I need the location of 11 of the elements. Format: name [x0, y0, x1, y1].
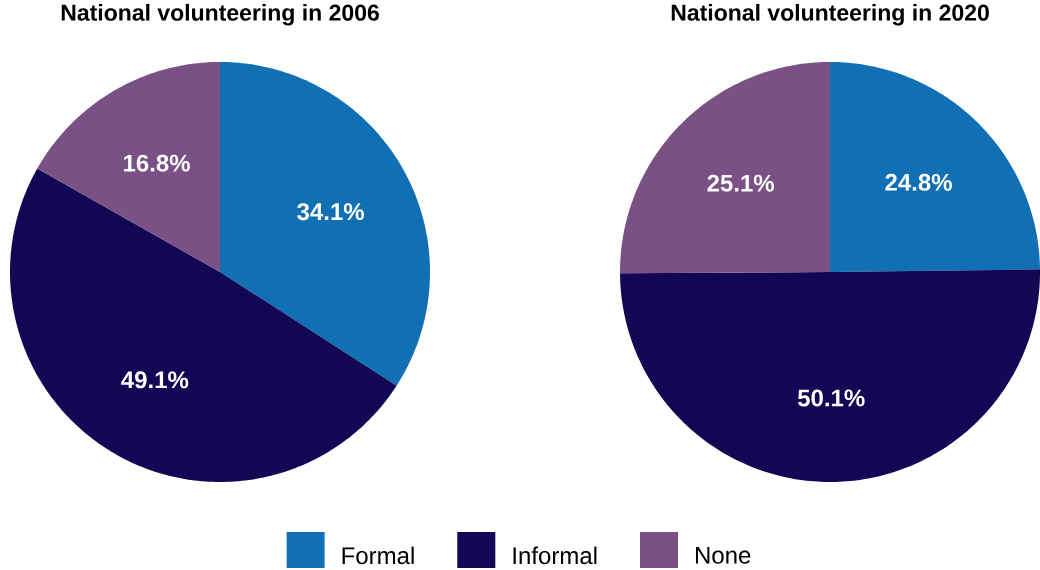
legend-label: None — [695, 546, 751, 564]
data-label: 34.1% — [297, 203, 364, 221]
legend-label: Formal — [342, 546, 414, 565]
chart-title: National volunteering in 2006 — [61, 3, 379, 26]
data-label: 24.8% — [885, 173, 952, 191]
data-label: 49.1% — [121, 371, 189, 389]
legend-label: Informal — [513, 546, 597, 565]
data-label: 16.8% — [124, 154, 190, 172]
data-label: 50.1% — [797, 389, 865, 407]
data-label: 25.1% — [707, 174, 775, 192]
chart-title: National volunteering in 2020 — [671, 3, 989, 26]
